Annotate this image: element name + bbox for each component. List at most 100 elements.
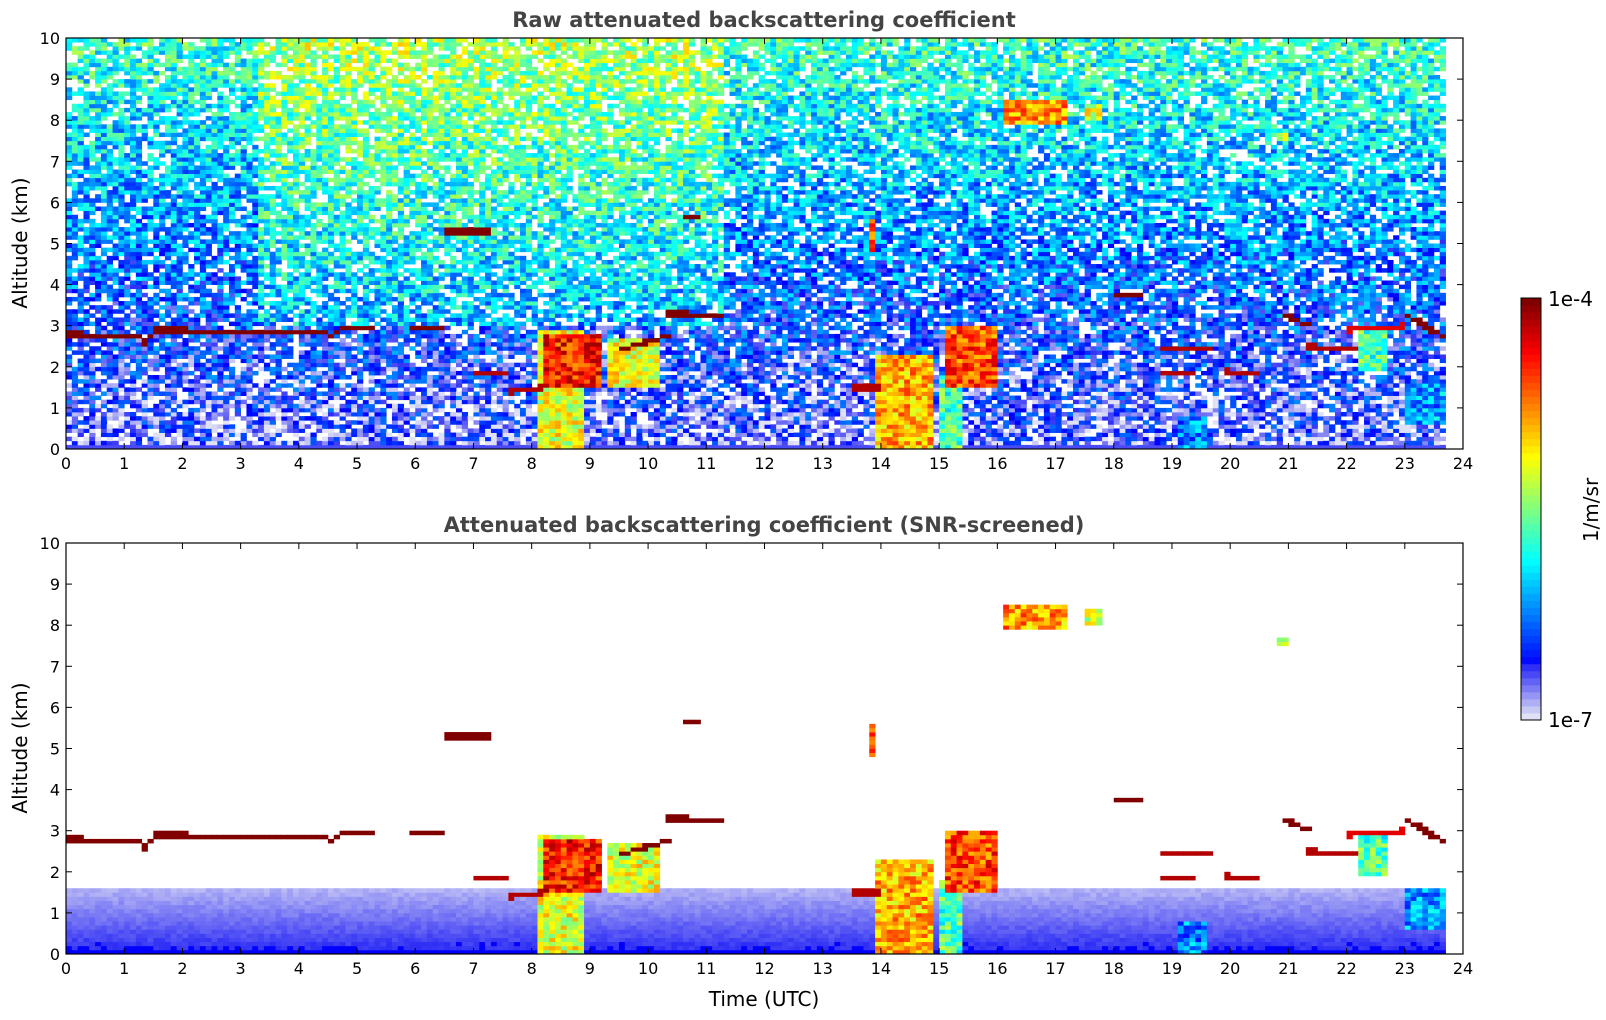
heatmap-cell bbox=[229, 367, 235, 372]
heatmap-cell bbox=[212, 198, 218, 203]
heatmap-cell bbox=[270, 170, 276, 175]
heatmap-cell bbox=[78, 326, 84, 331]
heatmap-cell bbox=[165, 289, 171, 294]
heatmap-cell bbox=[415, 408, 421, 413]
heatmap-cell bbox=[310, 38, 316, 43]
heatmap-cell bbox=[200, 75, 206, 80]
heatmap-cell bbox=[293, 63, 299, 68]
heatmap-cell bbox=[316, 75, 322, 80]
heatmap-cell bbox=[89, 170, 95, 175]
heatmap-cell bbox=[136, 276, 142, 281]
heatmap-cell bbox=[153, 260, 159, 265]
heatmap-cell bbox=[264, 383, 270, 388]
heatmap-cell bbox=[107, 367, 113, 372]
heatmap-cell bbox=[194, 67, 200, 72]
heatmap-cell bbox=[299, 350, 305, 355]
heatmap-cell bbox=[113, 367, 119, 372]
heatmap-cell bbox=[113, 46, 119, 51]
heatmap-cell bbox=[246, 420, 252, 425]
heatmap-cell bbox=[392, 141, 398, 146]
heatmap-cell bbox=[83, 112, 89, 117]
heatmap-cell bbox=[363, 334, 369, 339]
heatmap-cell bbox=[113, 219, 119, 224]
heatmap-cell bbox=[130, 354, 136, 359]
heatmap-cell bbox=[421, 137, 427, 142]
heatmap-cell bbox=[223, 178, 229, 183]
heatmap-cell bbox=[316, 133, 322, 138]
heatmap-cell bbox=[182, 116, 188, 121]
heatmap-cell bbox=[363, 91, 369, 96]
heatmap-cell bbox=[305, 100, 311, 105]
heatmap-cell bbox=[95, 420, 101, 425]
heatmap-cell bbox=[107, 256, 113, 261]
heatmap-cell bbox=[264, 83, 270, 88]
heatmap-cell bbox=[392, 326, 398, 331]
heatmap-cell bbox=[281, 334, 287, 339]
heatmap-cell bbox=[287, 100, 293, 105]
heatmap-cell bbox=[246, 104, 252, 109]
heatmap-cell bbox=[200, 38, 206, 43]
heatmap-cell bbox=[375, 231, 381, 236]
heatmap-cell bbox=[310, 133, 316, 138]
heatmap-cell bbox=[165, 248, 171, 253]
heatmap-cell bbox=[89, 182, 95, 187]
heatmap-cell bbox=[363, 289, 369, 294]
heatmap-cell bbox=[305, 149, 311, 154]
heatmap-cell bbox=[351, 112, 357, 117]
heatmap-cell bbox=[316, 38, 322, 43]
heatmap-cell bbox=[264, 379, 270, 384]
heatmap-cell bbox=[404, 219, 410, 224]
heatmap-cell bbox=[89, 272, 95, 277]
heatmap-cell bbox=[83, 342, 89, 347]
heatmap-cell bbox=[223, 272, 229, 277]
heatmap-cell bbox=[322, 350, 328, 355]
heatmap-cell bbox=[107, 165, 113, 170]
heatmap-cell bbox=[258, 227, 264, 232]
heatmap-cell bbox=[357, 441, 363, 446]
heatmap-cell bbox=[124, 342, 130, 347]
heatmap-cell bbox=[136, 42, 142, 47]
heatmap-cell bbox=[194, 338, 200, 343]
heatmap-cell bbox=[392, 280, 398, 285]
heatmap-cell bbox=[165, 268, 171, 273]
heatmap-cell bbox=[299, 38, 305, 43]
heatmap-cell bbox=[246, 59, 252, 64]
heatmap-cell bbox=[246, 326, 252, 331]
heatmap-cell bbox=[404, 309, 410, 314]
heatmap-cell bbox=[351, 326, 357, 331]
heatmap-cell bbox=[101, 182, 107, 187]
heatmap-cell bbox=[153, 268, 159, 273]
heatmap-cell bbox=[217, 256, 223, 261]
heatmap-cell bbox=[345, 280, 351, 285]
heatmap-cell bbox=[165, 67, 171, 72]
heatmap-cell bbox=[182, 412, 188, 417]
heatmap-cell bbox=[217, 190, 223, 195]
heatmap-cell bbox=[299, 235, 305, 240]
heatmap-cell bbox=[223, 133, 229, 138]
heatmap-cell bbox=[258, 297, 264, 302]
heatmap-cell bbox=[264, 108, 270, 113]
heatmap-cell bbox=[351, 141, 357, 146]
heatmap-cell bbox=[142, 63, 148, 68]
heatmap-cell bbox=[246, 239, 252, 244]
heatmap-cell bbox=[415, 396, 421, 401]
heatmap-cell bbox=[316, 165, 322, 170]
heatmap-cell bbox=[328, 272, 334, 277]
heatmap-cell bbox=[72, 174, 78, 179]
heatmap-cell bbox=[363, 244, 369, 249]
heatmap-cell bbox=[147, 346, 153, 351]
heatmap-cell bbox=[281, 50, 287, 55]
heatmap-cell bbox=[398, 260, 404, 265]
heatmap-cell bbox=[177, 145, 183, 150]
heatmap-cell bbox=[107, 42, 113, 47]
heatmap-cell bbox=[200, 194, 206, 199]
heatmap-cell bbox=[386, 313, 392, 318]
heatmap-cell bbox=[392, 207, 398, 212]
heatmap-cell bbox=[200, 276, 206, 281]
heatmap-cell bbox=[363, 428, 369, 433]
heatmap-cell bbox=[66, 285, 72, 290]
heatmap-cell bbox=[357, 128, 363, 133]
heatmap-cell bbox=[258, 63, 264, 68]
heatmap-cell bbox=[200, 124, 206, 129]
heatmap-cell bbox=[340, 244, 346, 249]
